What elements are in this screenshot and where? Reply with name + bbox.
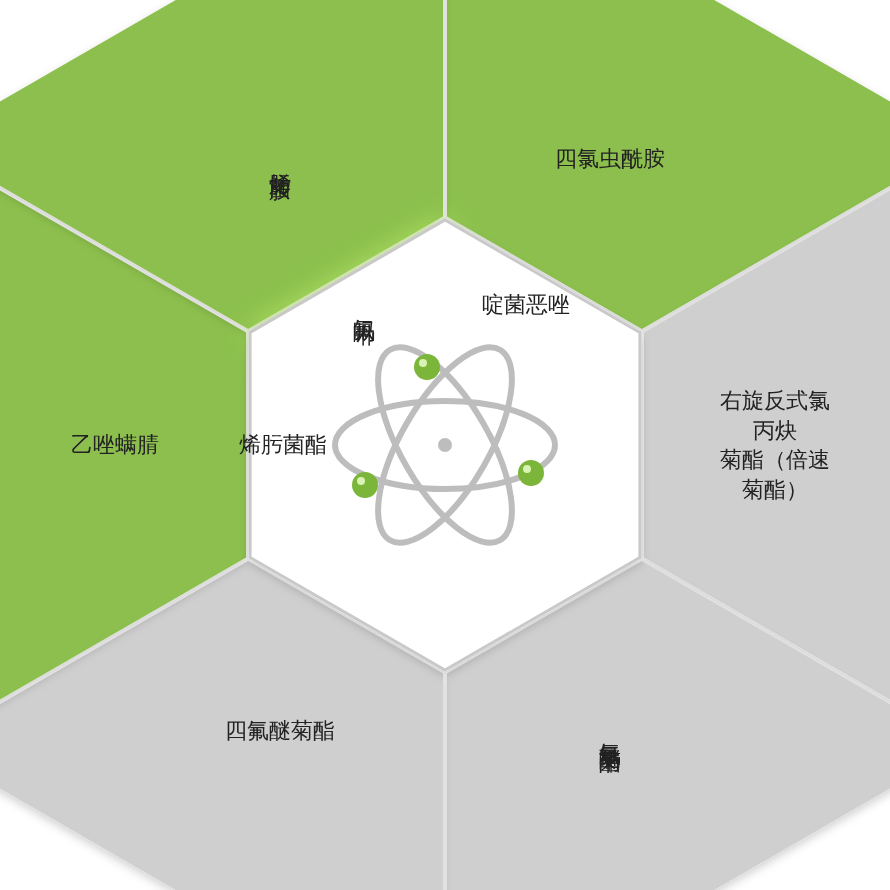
svg-point-3 [438,438,452,452]
svg-point-5 [419,359,427,367]
svg-point-8 [518,460,544,486]
svg-point-4 [414,354,440,380]
svg-point-7 [357,477,365,485]
svg-point-6 [352,472,378,498]
svg-point-9 [523,465,531,473]
